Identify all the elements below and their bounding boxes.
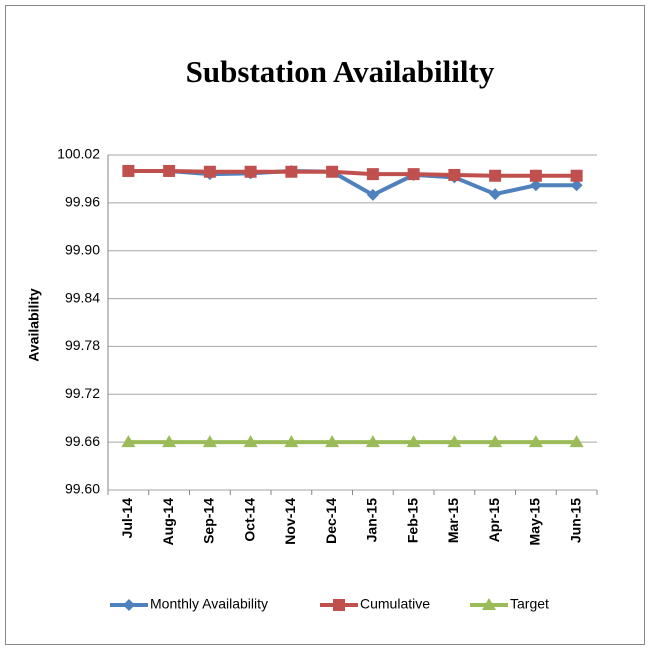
chart-title: Substation Availabililty [186, 54, 495, 89]
data-point [489, 188, 502, 201]
data-point [569, 435, 584, 448]
data-point [406, 435, 421, 448]
data-point [243, 435, 258, 448]
y-tick-label: 100.02 [57, 146, 100, 162]
data-point [570, 169, 583, 182]
y-axis-title: Availability [26, 288, 42, 362]
legend-marker [482, 598, 496, 610]
x-tick-label: May-15 [527, 498, 543, 546]
legend-marker [333, 599, 345, 611]
data-point [407, 168, 420, 181]
x-tick-label: Jun-15 [567, 498, 583, 543]
x-tick-label: Jul-14 [119, 498, 135, 539]
data-point [326, 165, 339, 178]
data-point [162, 435, 177, 448]
data-point [488, 435, 503, 448]
data-point [284, 435, 299, 448]
data-point [325, 435, 340, 448]
legend-label: Cumulative [360, 596, 430, 612]
x-tick-label: Jan-15 [364, 498, 380, 543]
data-point [366, 188, 379, 201]
x-tick-label: Feb-15 [404, 498, 420, 543]
x-tick-label: Dec-14 [323, 498, 339, 544]
x-tick-label: Sep-14 [201, 498, 217, 544]
series-line [128, 168, 577, 178]
y-tick-label: 99.96 [65, 194, 100, 210]
data-point [244, 165, 257, 178]
data-point [365, 435, 380, 448]
legend-label: Monthly Availability [150, 596, 268, 612]
data-point [529, 169, 542, 182]
x-tick-label: Apr-15 [486, 498, 502, 543]
x-tick-label: Oct-14 [241, 498, 257, 542]
y-tick-label: 99.72 [65, 385, 100, 401]
data-point [447, 435, 462, 448]
y-tick-label: 99.90 [65, 241, 100, 257]
data-point [203, 165, 216, 178]
data-point [121, 435, 136, 448]
y-tick-label: 99.84 [65, 289, 100, 305]
legend-marker [123, 599, 135, 611]
x-tick-label: Mar-15 [445, 498, 461, 543]
data-point [163, 164, 176, 177]
data-point [570, 179, 583, 192]
x-tick-label: Nov-14 [282, 498, 298, 545]
data-point [122, 164, 135, 177]
legend-label: Target [510, 596, 549, 612]
data-point [366, 168, 379, 181]
data-point [202, 435, 217, 448]
y-tick-label: 99.78 [65, 337, 100, 353]
chart-border [5, 5, 645, 645]
data-point [529, 179, 542, 192]
data-point [528, 435, 543, 448]
x-tick-label: Aug-14 [160, 498, 176, 546]
data-point [285, 165, 298, 178]
y-tick-label: 99.66 [65, 433, 100, 449]
y-tick-label: 99.60 [65, 481, 100, 497]
data-point [448, 168, 461, 181]
data-point [489, 169, 502, 182]
